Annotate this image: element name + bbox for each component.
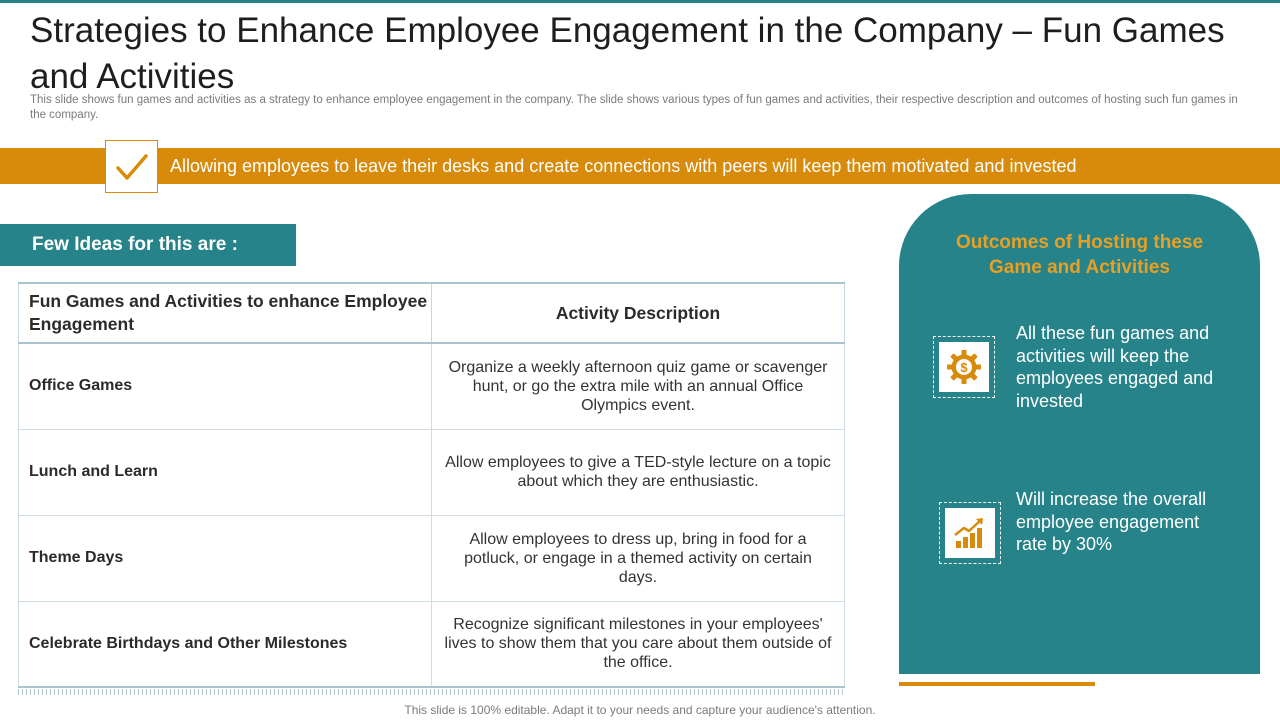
table-header-description: Activity Description — [431, 282, 845, 344]
ideas-label: Few Ideas for this are : — [0, 224, 296, 266]
activity-name: Lunch and Learn — [18, 428, 432, 516]
activity-description: Allow employees to give a TED-style lect… — [431, 428, 845, 516]
page-subtitle: This slide shows fun games and activitie… — [30, 94, 1238, 121]
outcomes-panel: Outcomes of Hosting these Game and Activ… — [899, 194, 1260, 674]
dollar-gear-icon: $ — [933, 336, 995, 398]
table-row: Celebrate Birthdays and Other Milestones… — [18, 600, 845, 688]
activity-name: Celebrate Birthdays and Other Milestones — [18, 600, 432, 688]
key-message-banner — [0, 148, 1280, 184]
table-row: Theme Days Allow employees to dress up, … — [18, 514, 845, 602]
footer-note: This slide is 100% editable. Adapt it to… — [404, 703, 876, 717]
outcome-text: Will increase the overall employee engag… — [1016, 489, 1207, 554]
activity-description: Recognize significant milestones in your… — [431, 600, 845, 688]
page-title: Strategies to Enhance Employee Engagemen… — [30, 11, 1225, 96]
top-rule — [0, 0, 1280, 3]
table-header-activity: Fun Games and Activities to enhance Empl… — [18, 282, 432, 344]
outcome-text: All these fun games and activities will … — [1016, 323, 1214, 411]
activity-description: Organize a weekly afternoon quiz game or… — [431, 342, 845, 430]
table-header-row: Fun Games and Activities to enhance Empl… — [18, 282, 845, 344]
growth-chart-icon — [939, 502, 1001, 564]
checkmark-icon — [105, 140, 158, 193]
outcomes-title: Outcomes of Hosting these Game and Activ… — [955, 232, 1204, 278]
activity-name: Office Games — [18, 342, 432, 430]
activity-description: Allow employees to dress up, bring in fo… — [431, 514, 845, 602]
table-divider — [18, 689, 845, 695]
table-row: Lunch and Learn Allow employees to give … — [18, 428, 845, 516]
activity-name: Theme Days — [18, 514, 432, 602]
svg-text:$: $ — [960, 360, 968, 375]
banner-text: Allowing employees to leave their desks … — [170, 156, 1077, 176]
activities-table: Fun Games and Activities to enhance Empl… — [18, 282, 845, 688]
panel-accent-bar — [899, 682, 1095, 686]
table-row: Office Games Organize a weekly afternoon… — [18, 342, 845, 430]
